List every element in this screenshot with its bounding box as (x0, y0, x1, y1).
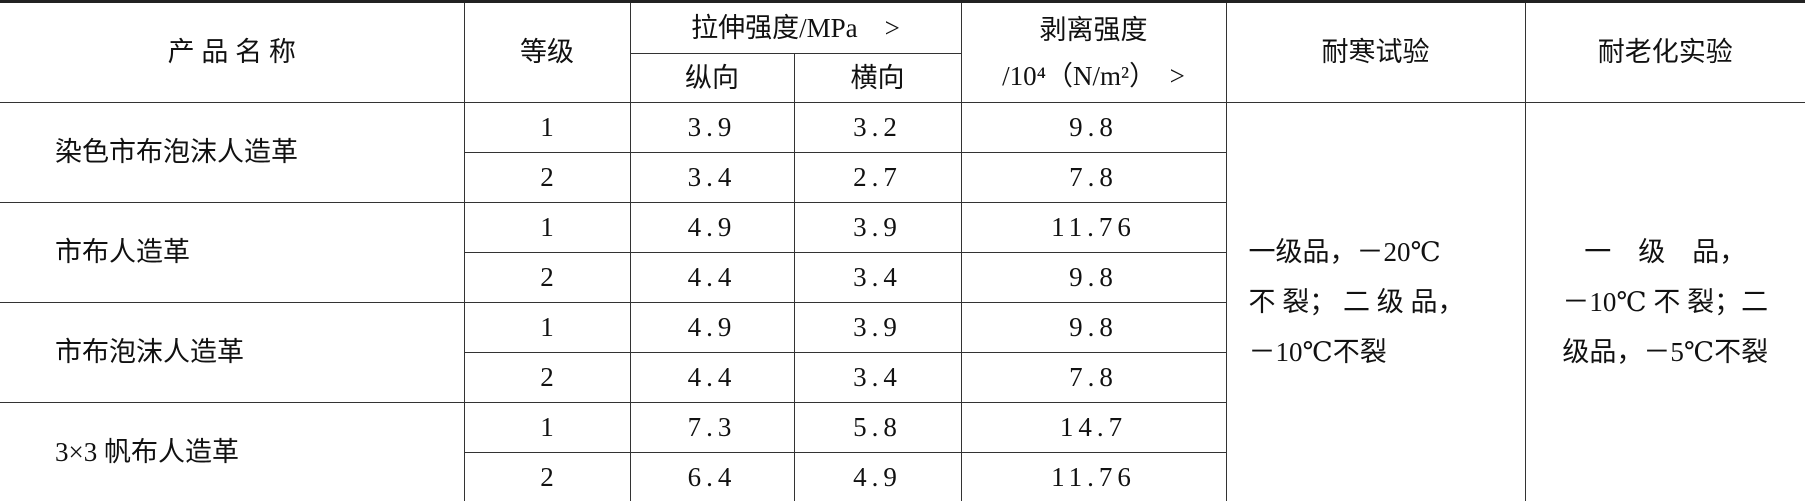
value-cell: 11.76 (960, 452, 1226, 501)
data-row: 2 6.4 4.9 11.76 (0, 452, 1805, 501)
header-cell: 剥离强度/10⁴（N/m²） > (960, 1, 1227, 103)
header-cell: 等级 (463, 1, 631, 103)
value-cell: 3.9 (793, 302, 962, 353)
text-line: 一级品，－20℃ (1248, 237, 1441, 267)
text-line: －10℃不裂 (1248, 337, 1387, 367)
grade-cell: 1 (463, 302, 631, 353)
value-cell: 4.4 (629, 252, 795, 303)
grade-cell: 2 (464, 252, 631, 303)
grade-cell: 2 (464, 352, 631, 403)
data-row: 市布人造革 1 4.9 3.9 11.76 (0, 202, 1805, 303)
product-name: 市布泡沫人造革 (0, 302, 465, 403)
value-cell: 5.8 (793, 402, 962, 453)
value-cell: 4.9 (629, 202, 795, 253)
header-row: 产 品 名 称等级 拉伸强度/MPa > 剥离强度/10⁴（N/m²） > 耐寒试验耐… (0, 1, 1805, 103)
text-line: 级品，－5℃不裂 (1562, 337, 1769, 367)
value-cell: 3.9 (629, 102, 795, 153)
header-cell: 产 品 名 称 (0, 1, 465, 103)
product-name: 市布人造革 (0, 202, 465, 303)
value-cell: 2.7 (793, 152, 962, 203)
product-name: 染色市布泡沫人造革 (0, 102, 465, 203)
value-cell: 11.76 (960, 202, 1226, 253)
data-row: 2 4.4 3.4 9.8 (0, 252, 1805, 303)
aging-test: 一 级 品， －10℃ 不 裂；二 级品，－5℃不裂 (1524, 102, 1805, 501)
header-cell: 耐老化实验 (1524, 1, 1805, 103)
data-row: 2 4.4 3.4 7.8 (0, 352, 1805, 403)
text-line: 剥离强度 (1039, 14, 1148, 45)
value-cell: 7.8 (960, 352, 1226, 403)
value-cell: 9.8 (960, 102, 1227, 153)
value-cell: 9.8 (960, 252, 1226, 303)
value-cell: 7.8 (960, 152, 1226, 203)
grade-cell: 1 (463, 102, 631, 153)
value-cell: 4.9 (793, 452, 962, 501)
grade-cell: 2 (464, 452, 631, 501)
value-cell: 9.8 (960, 302, 1226, 353)
grade-cell: 2 (464, 152, 631, 203)
grade-cell: 1 (463, 402, 631, 453)
value-cell: 3.9 (793, 202, 962, 253)
value-cell: 3.4 (793, 252, 962, 303)
value-cell: 3.4 (629, 152, 795, 203)
value-cell: 6.4 (629, 452, 795, 501)
value-cell: 7.3 (629, 402, 795, 453)
product-name: 3×3 帆布人造革 (0, 402, 465, 501)
cold-test: 一级品，－20℃ 不 裂； 二 级 品， －10℃不裂 (1225, 102, 1526, 501)
grade-cell: 1 (463, 202, 631, 253)
value-cell: 4.4 (629, 352, 795, 403)
value-cell: 3.2 (793, 102, 962, 153)
data-row: 3×3 帆布人造革 1 7.3 5.8 14.7 (0, 402, 1805, 501)
header-row: 纵向 横向 (0, 53, 1805, 103)
value-cell: 3.4 (793, 352, 962, 403)
value-cell: 14.7 (960, 402, 1226, 453)
text-line: 一 级 品， (1584, 237, 1747, 267)
header-cell: 纵向 (630, 53, 795, 103)
text-line: －10℃ 不 裂；二 (1562, 287, 1769, 317)
value-cell: 4.9 (629, 302, 795, 353)
text-line: 不 裂； 二 级 品， (1248, 287, 1465, 317)
header-cell: 横向 (793, 53, 961, 103)
data-row: 2 3.4 2.7 7.8 (0, 152, 1805, 203)
header-cell: 耐寒试验 (1225, 1, 1526, 103)
text-line: /10⁴（N/m²） > (1002, 60, 1185, 91)
data-row: 市布泡沫人造革 1 4.9 3.9 9.8 (0, 302, 1805, 403)
data-row: 染色市布泡沫人造革 1 3.9 3.2 9.8 一级品，－20℃ 不 裂； 二 级 品， －1… (0, 102, 1805, 501)
header-cell: 拉伸强度/MPa > (629, 1, 962, 54)
